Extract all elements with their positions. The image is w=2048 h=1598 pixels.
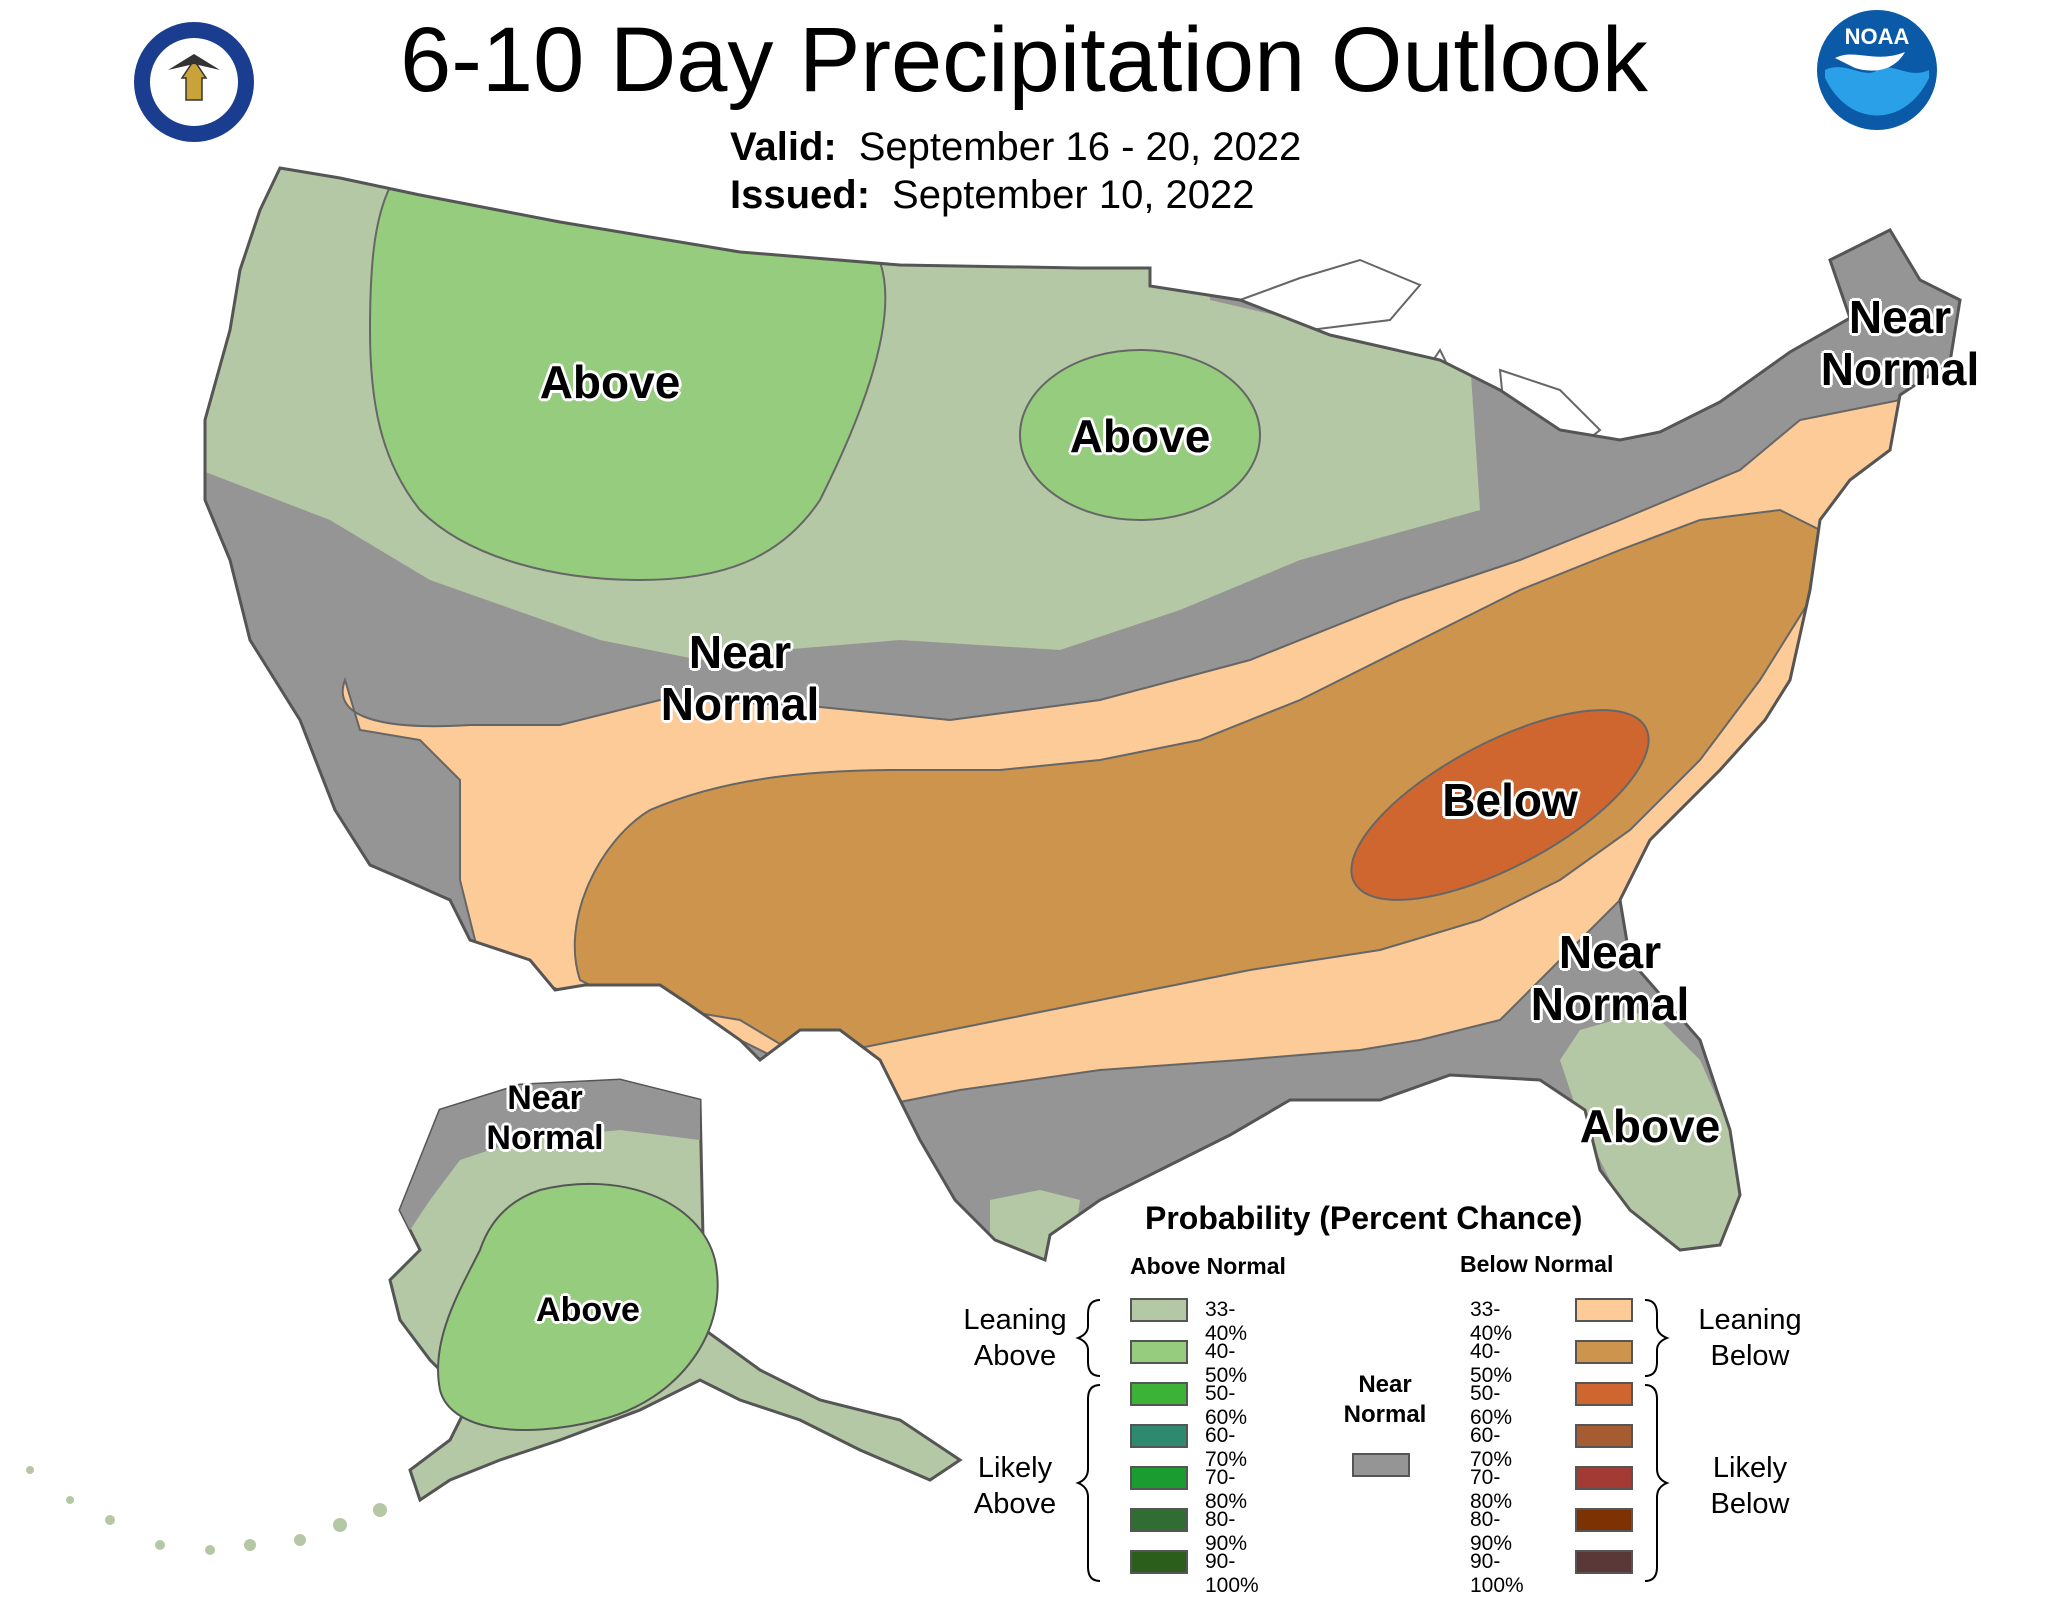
legend-near-normal-line1: Near xyxy=(1358,1371,1412,1398)
legend-below-swatch-0 xyxy=(1575,1298,1633,1322)
legend-leaning-below: Leaning Below xyxy=(1680,1302,1820,1374)
noaa-logo-icon: NOAA xyxy=(1817,10,1937,130)
label-near-normal-southeast-line1: Near xyxy=(1558,926,1662,978)
legend-above-label-5: 80-90% xyxy=(1205,1508,1248,1555)
legend-above-label-2: 50-60% xyxy=(1205,1382,1248,1429)
label-above-northwest: Above xyxy=(539,356,681,408)
label-alaska-near-normal-line2: Normal xyxy=(486,1119,604,1157)
legend-below-label-1: 40-50% xyxy=(1470,1340,1513,1387)
page-title: 6-10 Day Precipitation Outlook xyxy=(400,9,1648,111)
legend-above-swatch-4 xyxy=(1130,1466,1188,1490)
commerce-seal-logo xyxy=(132,20,256,149)
legend-below-label-5: 80-90% xyxy=(1470,1508,1513,1555)
label-alaska-near-normal-line1: Near xyxy=(507,1079,583,1117)
legend-leaning-above-line1: Leaning xyxy=(963,1304,1067,1336)
label-near-normal-southeast: Near Normal xyxy=(1500,926,1720,1030)
legend-likely-above-line1: Likely xyxy=(977,1452,1053,1484)
legend-above-label-1: 40-50% xyxy=(1205,1340,1248,1387)
valid-label: Valid: xyxy=(730,125,837,169)
alaska-near-normal-region xyxy=(400,1080,700,1230)
label-above-florida: Above xyxy=(1579,1100,1721,1152)
legend-above-label-3: 60-70% xyxy=(1205,1424,1248,1471)
legend-leaning-above-line2: Above xyxy=(973,1340,1057,1372)
legend-likely-above-line2: Above xyxy=(973,1488,1057,1520)
legend-likely-below-line1: Likely xyxy=(1712,1452,1788,1484)
legend-below-label-4: 70-80% xyxy=(1470,1466,1513,1513)
legend-below-swatch-1 xyxy=(1575,1340,1633,1364)
legend-likely-below: Likely Below xyxy=(1680,1450,1820,1522)
label-near-normal-central: Near Normal xyxy=(630,626,850,730)
legend-above-label-4: 70-80% xyxy=(1205,1466,1248,1513)
legend-above-swatch-6 xyxy=(1130,1550,1188,1574)
label-near-normal-northeast-line2: Normal xyxy=(1820,343,1980,395)
label-alaska-above: Above xyxy=(536,1291,640,1329)
brace-likely-below xyxy=(1644,1384,1670,1582)
alaska-above-40-50-region xyxy=(437,1182,719,1431)
legend-below-swatch-5 xyxy=(1575,1508,1633,1532)
label-below-tennessee: Below xyxy=(1442,774,1578,826)
legend-likely-below-line2: Below xyxy=(1710,1488,1790,1520)
legend-above-swatch-0 xyxy=(1130,1298,1188,1322)
legend-below-label-0: 33-40% xyxy=(1470,1298,1513,1345)
legend-above-label-0: 33-40% xyxy=(1205,1298,1248,1345)
legend-title: Probability (Percent Chance) xyxy=(1145,1200,1583,1236)
legend-below-label-2: 50-60% xyxy=(1470,1382,1513,1429)
brace-leaning-above xyxy=(1075,1299,1101,1377)
legend-below-swatch-4 xyxy=(1575,1466,1633,1490)
legend-above-swatch-5 xyxy=(1130,1508,1188,1532)
issued-value: September 10, 2022 xyxy=(892,173,1255,217)
above-40-50-northwest-region xyxy=(368,176,887,582)
brace-likely-above xyxy=(1075,1384,1101,1582)
issued-date: Issued: September 10, 2022 xyxy=(730,173,1255,218)
label-near-normal-southeast-line2: Normal xyxy=(1530,978,1690,1030)
above-40-50-minnesota-region xyxy=(1019,349,1261,521)
label-near-normal-northeast-line1: Near xyxy=(1848,291,1952,343)
legend-leaning-below-line1: Leaning xyxy=(1698,1304,1802,1336)
legend-likely-above: Likely Above xyxy=(945,1450,1085,1522)
legend-near-normal-line2: Normal xyxy=(1343,1401,1427,1428)
noaa-logo-text: NOAA xyxy=(1845,24,1910,49)
legend-below-swatch-2 xyxy=(1575,1382,1633,1406)
leaning-above-florida-region xyxy=(1560,1010,1740,1260)
label-near-normal-northeast: Near Normal xyxy=(1790,291,2010,395)
label-near-normal-central-line1: Near xyxy=(688,626,792,678)
legend-below-swatch-3 xyxy=(1575,1424,1633,1448)
legend-leaning-above: Leaning Above xyxy=(945,1302,1085,1374)
conus-outline xyxy=(203,166,1962,1263)
legend-below-label-3: 60-70% xyxy=(1470,1424,1513,1471)
legend-above-swatch-1 xyxy=(1130,1340,1188,1364)
alaska-outlook xyxy=(26,1078,963,1555)
label-alaska-near-normal: Near Normal xyxy=(455,1078,635,1158)
issued-label: Issued: xyxy=(730,173,871,217)
legend-above-swatch-3 xyxy=(1130,1424,1188,1448)
legend-above-header: Above Normal xyxy=(1130,1253,1286,1279)
valid-dates: Valid: September 16 - 20, 2022 xyxy=(730,125,1301,170)
label-above-minnesota: Above xyxy=(1069,410,1211,462)
brace-leaning-below xyxy=(1644,1299,1670,1377)
legend-below-header: Below Normal xyxy=(1460,1251,1614,1277)
legend-near-normal-swatch xyxy=(1352,1453,1410,1477)
label-near-normal-central-line2: Normal xyxy=(660,678,820,730)
legend-below-swatch-6 xyxy=(1575,1550,1633,1574)
department-of-commerce-seal-icon xyxy=(134,22,254,142)
aleutian-islands xyxy=(26,1466,387,1555)
below-40-50-region xyxy=(573,508,1822,1051)
legend-above-swatch-2 xyxy=(1130,1382,1188,1406)
legend-leaning-below-line2: Below xyxy=(1710,1340,1790,1372)
below-50-60-region xyxy=(1350,709,1650,901)
legend-near-normal-label: Near Normal xyxy=(1330,1370,1440,1430)
noaa-logo: NOAA xyxy=(1815,8,1939,137)
valid-value: September 16 - 20, 2022 xyxy=(858,125,1302,169)
